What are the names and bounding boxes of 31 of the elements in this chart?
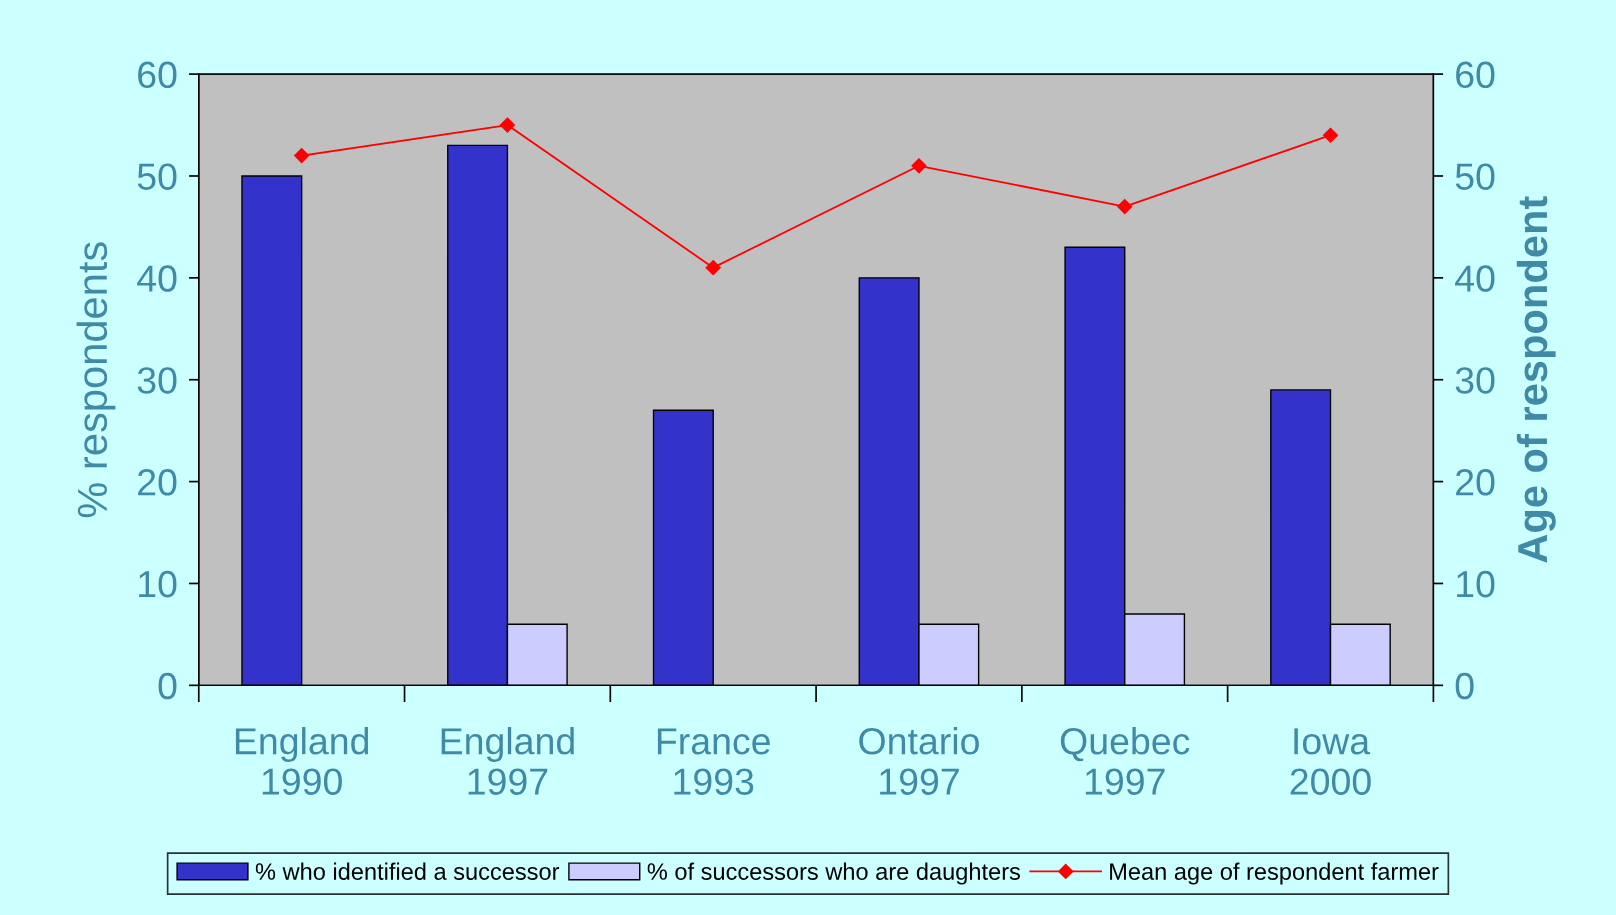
y2-tick-label: 40: [1455, 265, 1495, 292]
y2-axis-title: Age of respondent: [1516, 196, 1556, 563]
point: [499, 117, 515, 133]
y2-tick-label: 20: [1456, 469, 1495, 496]
y2-tick-label: 0: [1455, 672, 1474, 700]
point: [911, 158, 927, 174]
y-tick-label: 10: [139, 570, 177, 598]
x-tick-label: England 1997: [441, 727, 574, 795]
y-tick-label: 60: [138, 61, 177, 89]
y-tick-label: 40: [137, 265, 177, 292]
legend-label: % of successors who are daughters: [647, 862, 1020, 885]
y-tick-label: 0: [158, 672, 177, 700]
y-tick-label: 50: [137, 163, 177, 190]
point: [705, 260, 721, 276]
y2-tick-label: 60: [1456, 61, 1495, 89]
point: [1322, 127, 1339, 143]
y-tick-label: 30: [137, 367, 177, 394]
legend-label: % who identified a successor: [255, 862, 560, 880]
y-tick-label: 20: [138, 469, 177, 496]
y2-tick-label: 30: [1455, 367, 1495, 394]
point: [1117, 198, 1133, 215]
point: [294, 148, 310, 164]
y2-tick-label: 10: [1457, 570, 1495, 598]
legend-label: Mean age of respondent farmer: [1110, 862, 1439, 885]
y2-tick-label: 50: [1455, 163, 1495, 190]
y-axis-title: % respondents: [76, 242, 116, 518]
x-tick-label: Quebec 1997: [1060, 727, 1190, 795]
x-tick-label: Iowa 2000: [1290, 728, 1371, 795]
x-tick-label: England 1990: [235, 727, 369, 795]
x-tick-label: France 1993: [657, 728, 770, 795]
x-tick-label: Ontario 1997: [859, 727, 979, 795]
